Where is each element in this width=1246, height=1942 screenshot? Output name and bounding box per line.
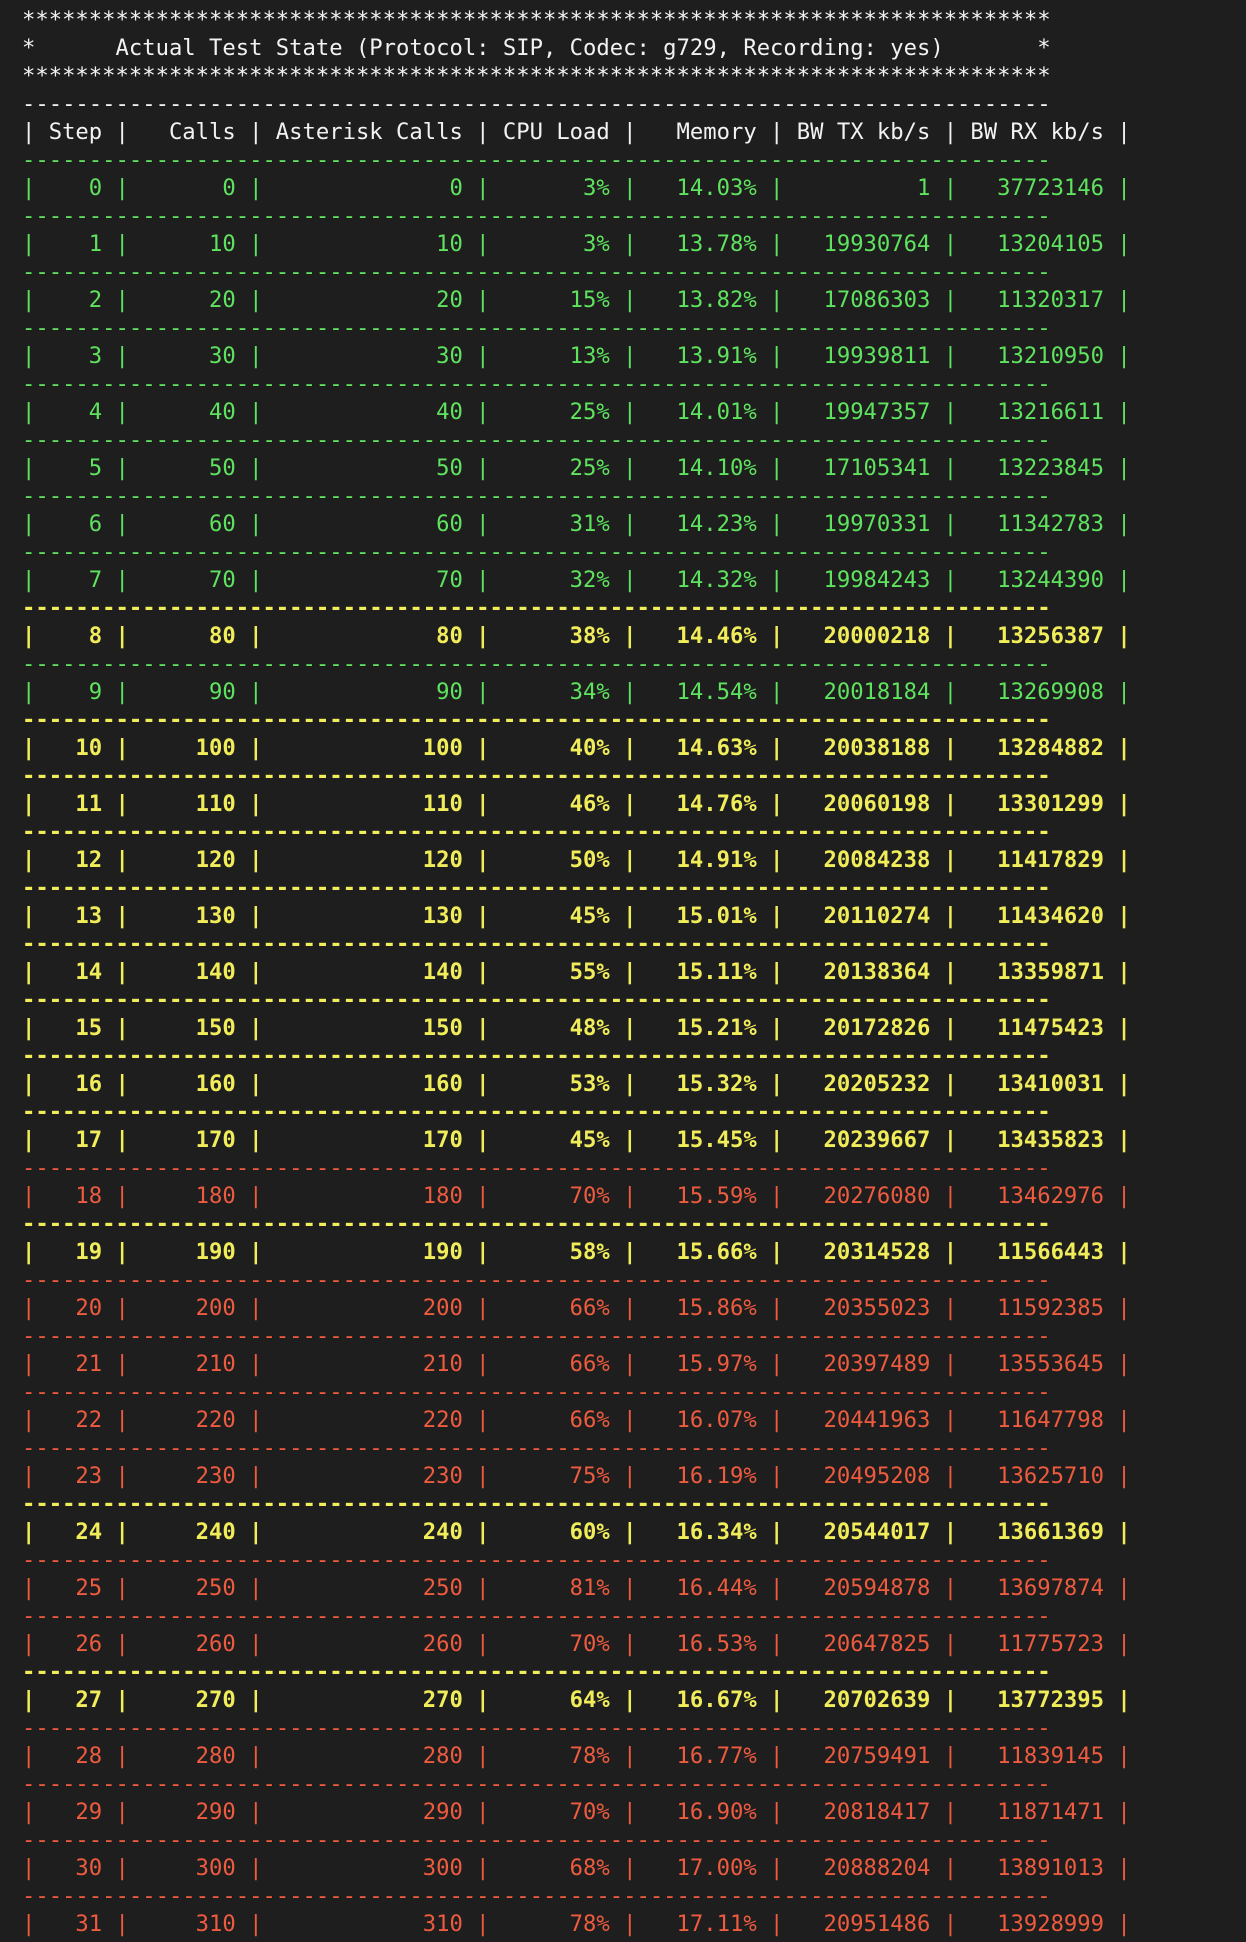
table-header-row: | Step | Calls | Asterisk Calls | CPU Lo… [22, 119, 1131, 145]
row-separator: ----------------------------------------… [22, 483, 1051, 509]
row-separator: ----------------------------------------… [22, 1211, 1051, 1237]
table-row: | 0 | 0 | 0 | 3% | 14.03% | 1 | 37723146… [22, 175, 1131, 201]
row-separator: ----------------------------------------… [22, 315, 1051, 341]
row-separator: ----------------------------------------… [22, 763, 1051, 789]
banner-stars-top: ****************************************… [22, 7, 1051, 33]
row-separator: ----------------------------------------… [22, 147, 1051, 173]
row-separator: ----------------------------------------… [22, 1883, 1051, 1909]
table-row: | 7 | 70 | 70 | 32% | 14.32% | 19984243 … [22, 567, 1131, 593]
row-separator: ----------------------------------------… [22, 1099, 1051, 1125]
row-separator: ----------------------------------------… [22, 707, 1051, 733]
table-row: | 12 | 120 | 120 | 50% | 14.91% | 200842… [22, 847, 1131, 873]
row-separator: ----------------------------------------… [22, 1491, 1051, 1517]
row-separator: ----------------------------------------… [22, 651, 1051, 677]
row-separator: ----------------------------------------… [22, 259, 1051, 285]
table-row: | 9 | 90 | 90 | 34% | 14.54% | 20018184 … [22, 679, 1131, 705]
row-separator: ----------------------------------------… [22, 931, 1051, 957]
row-separator: ----------------------------------------… [22, 819, 1051, 845]
table-row: | 14 | 140 | 140 | 55% | 15.11% | 201383… [22, 959, 1131, 985]
row-separator: ----------------------------------------… [22, 1659, 1051, 1685]
table-row: | 28 | 280 | 280 | 78% | 16.77% | 207594… [22, 1743, 1131, 1769]
row-separator: ----------------------------------------… [22, 595, 1051, 621]
row-separator: ----------------------------------------… [22, 427, 1051, 453]
table-row: | 15 | 150 | 150 | 48% | 15.21% | 201728… [22, 1015, 1131, 1041]
row-separator: ----------------------------------------… [22, 1827, 1051, 1853]
table-row: | 17 | 170 | 170 | 45% | 15.45% | 202396… [22, 1127, 1131, 1153]
table-row: | 13 | 130 | 130 | 45% | 15.01% | 201102… [22, 903, 1131, 929]
table-row: | 20 | 200 | 200 | 66% | 15.86% | 203550… [22, 1295, 1131, 1321]
row-separator: ----------------------------------------… [22, 875, 1051, 901]
table-row: | 31 | 310 | 310 | 78% | 17.11% | 209514… [22, 1911, 1131, 1937]
table-row: | 29 | 290 | 290 | 70% | 16.90% | 208184… [22, 1799, 1131, 1825]
table-row: | 11 | 110 | 110 | 46% | 14.76% | 200601… [22, 791, 1131, 817]
row-separator: ----------------------------------------… [22, 1267, 1051, 1293]
row-separator: ----------------------------------------… [22, 1547, 1051, 1573]
table-row: | 3 | 30 | 30 | 13% | 13.91% | 19939811 … [22, 343, 1131, 369]
table-row: | 2 | 20 | 20 | 15% | 13.82% | 17086303 … [22, 287, 1131, 313]
banner-stars-bottom: ****************************************… [22, 63, 1051, 89]
row-separator: ----------------------------------------… [22, 1771, 1051, 1797]
terminal-output: ****************************************… [22, 6, 1212, 1938]
row-separator: ----------------------------------------… [22, 1715, 1051, 1741]
table-row: | 8 | 80 | 80 | 38% | 14.46% | 20000218 … [22, 623, 1131, 649]
row-separator: ----------------------------------------… [22, 1323, 1051, 1349]
table-row: | 10 | 100 | 100 | 40% | 14.63% | 200381… [22, 735, 1131, 761]
table-row: | 1 | 10 | 10 | 3% | 13.78% | 19930764 |… [22, 231, 1131, 257]
table-row: | 23 | 230 | 230 | 75% | 16.19% | 204952… [22, 1463, 1131, 1489]
table-row: | 18 | 180 | 180 | 70% | 15.59% | 202760… [22, 1183, 1131, 1209]
table-row: | 6 | 60 | 60 | 31% | 14.23% | 19970331 … [22, 511, 1131, 537]
row-separator: ----------------------------------------… [22, 1379, 1051, 1405]
table-row: | 24 | 240 | 240 | 60% | 16.34% | 205440… [22, 1519, 1131, 1545]
table-row: | 5 | 50 | 50 | 25% | 14.10% | 17105341 … [22, 455, 1131, 481]
table-row: | 4 | 40 | 40 | 25% | 14.01% | 19947357 … [22, 399, 1131, 425]
table-row: | 27 | 270 | 270 | 64% | 16.67% | 207026… [22, 1687, 1131, 1713]
row-separator: ----------------------------------------… [22, 539, 1051, 565]
header-separator: ----------------------------------------… [22, 91, 1051, 117]
banner-title: * Actual Test State (Protocol: SIP, Code… [22, 35, 1051, 61]
row-separator: ----------------------------------------… [22, 1435, 1051, 1461]
row-separator: ----------------------------------------… [22, 371, 1051, 397]
row-separator: ----------------------------------------… [22, 203, 1051, 229]
table-row: | 21 | 210 | 210 | 66% | 15.97% | 203974… [22, 1351, 1131, 1377]
table-row: | 19 | 190 | 190 | 58% | 15.66% | 203145… [22, 1239, 1131, 1265]
row-separator: ----------------------------------------… [22, 1603, 1051, 1629]
row-separator: ----------------------------------------… [22, 987, 1051, 1013]
table-row: | 16 | 160 | 160 | 53% | 15.32% | 202052… [22, 1071, 1131, 1097]
row-separator: ----------------------------------------… [22, 1155, 1051, 1181]
table-row: | 26 | 260 | 260 | 70% | 16.53% | 206478… [22, 1631, 1131, 1657]
table-row: | 22 | 220 | 220 | 66% | 16.07% | 204419… [22, 1407, 1131, 1433]
row-separator: ----------------------------------------… [22, 1043, 1051, 1069]
table-row: | 25 | 250 | 250 | 81% | 16.44% | 205948… [22, 1575, 1131, 1601]
table-row: | 30 | 300 | 300 | 68% | 17.00% | 208882… [22, 1855, 1131, 1881]
